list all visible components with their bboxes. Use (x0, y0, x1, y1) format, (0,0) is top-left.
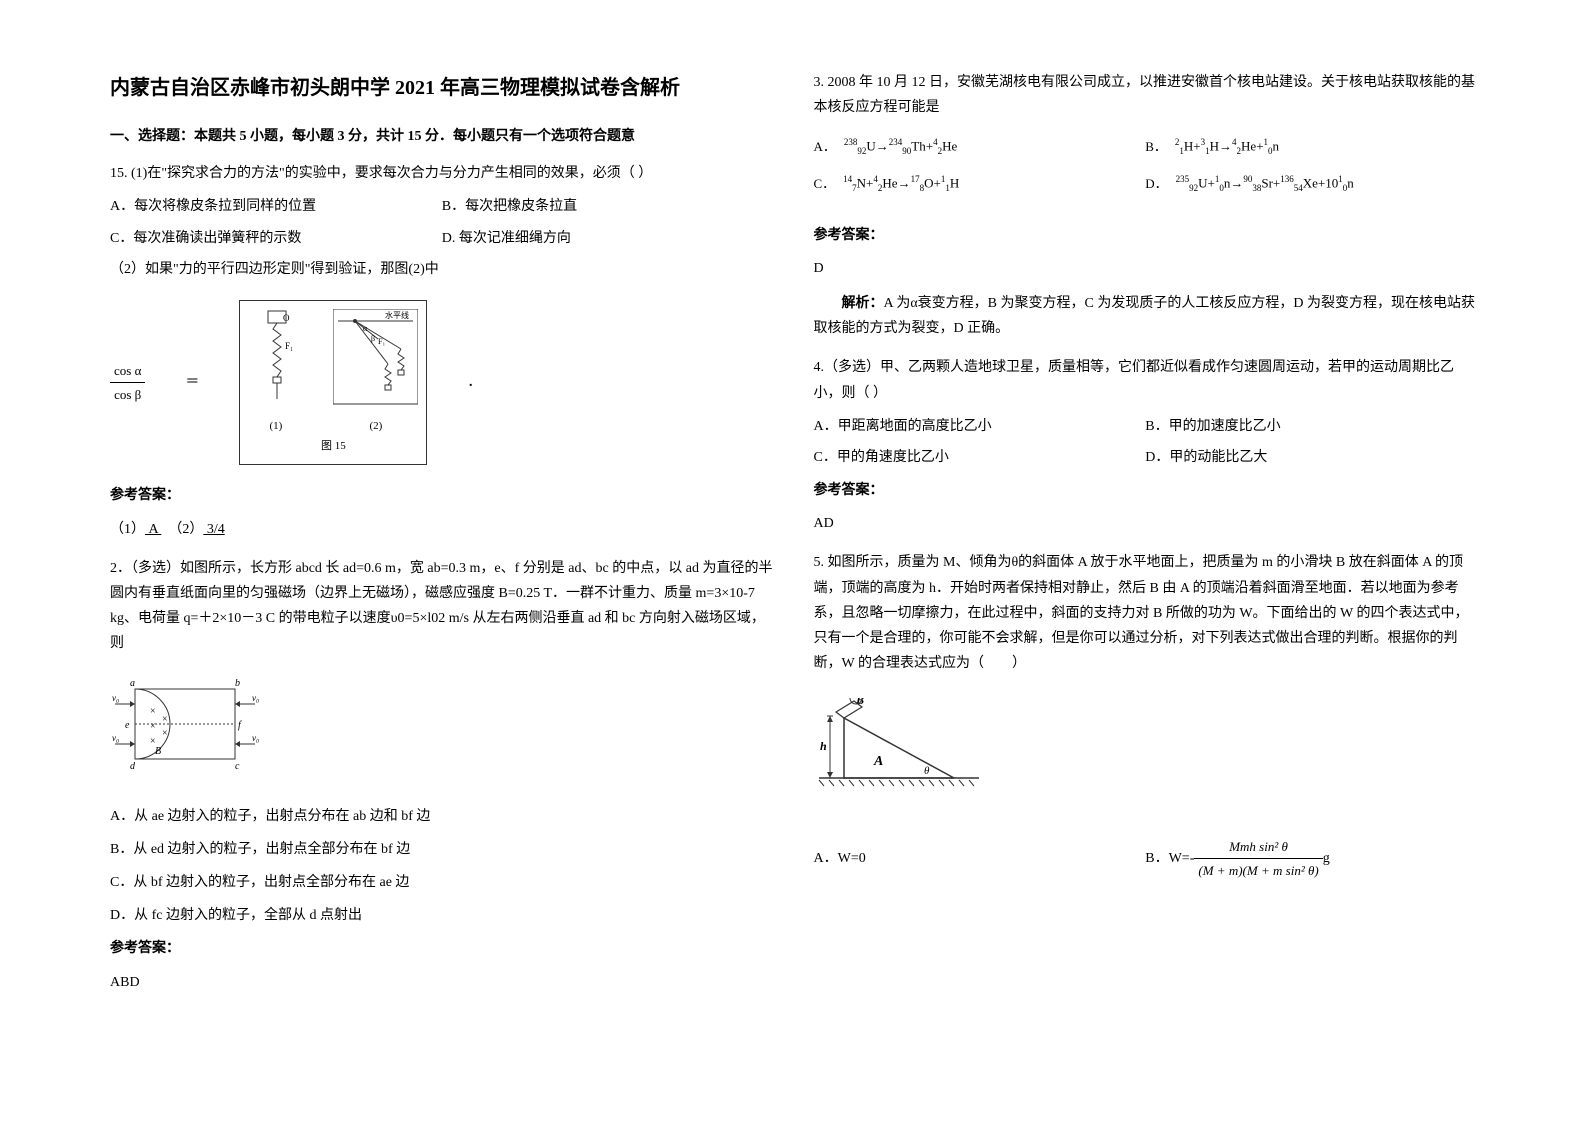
svg-text:A: A (873, 754, 883, 769)
q4-stem: 4.（多选）甲、乙两颗人造地球卫星，质量相等，它们都近似看成作匀速圆周运动，若甲… (814, 355, 1478, 405)
figure-15-box: O F₁ (1) 水平线 (239, 300, 427, 465)
svg-text:c: c (235, 761, 240, 772)
spring-1-icon: O F₁ (248, 309, 303, 409)
q3-answer-label: 参考答案： (814, 223, 1478, 248)
q2-stem: 2．（多选）如图所示，长方形 abcd 长 ad=0.6 m，宽 ab=0.3 … (110, 556, 774, 657)
document-title: 内蒙古自治区赤峰市初头朗中学 2021 年高三物理模拟试卷含解析 (110, 70, 774, 106)
q3-opt-b: B． 21H+31H→42He+10n (1145, 134, 1477, 159)
svg-text:f: f (238, 720, 242, 731)
q15-answer-label: 参考答案： (110, 483, 774, 508)
section-1-header: 一、选择题：本题共 5 小题，每小题 3 分，共计 15 分．每小题只有一个选项… (110, 124, 774, 149)
svg-text:F₁: F₁ (285, 341, 293, 351)
left-column: 内蒙古自治区赤峰市初头朗中学 2021 年高三物理模拟试卷含解析 一、选择题：本… (90, 70, 794, 1052)
q4-opt-d: D．甲的动能比乙大 (1145, 445, 1477, 470)
q3-opt-a: A． 23892U→23490Th+42He (814, 134, 1146, 159)
q5-opt-b: B．W=- Mmh sin² θ (M + m)(M + m sin² θ) g (1145, 835, 1477, 883)
q3-answer: D (814, 256, 1478, 281)
q5-figure-icon: h A B θ (814, 698, 984, 793)
svg-text:θ: θ (924, 765, 930, 777)
q3-formula-a: 23892U→23490Th+42He (844, 134, 957, 159)
figure-15-inner: O F₁ (1) 水平线 (248, 309, 418, 437)
figure-15-sub2: 水平线 α β F₁ (2 (333, 309, 418, 437)
svg-text:h: h (820, 739, 827, 753)
svg-text:v₀: v₀ (252, 693, 259, 703)
figure-15-caption: 图 15 (248, 437, 418, 457)
q3-analysis: 解析：A 为α衰变方程，B 为聚变方程，C 为发现质子的人工核反应方程，D 为裂… (814, 291, 1478, 341)
q15-row-ab: A．每次将橡皮条拉到同样的位置 B．每次把橡皮条拉直 (110, 194, 774, 219)
q3-options: A． 23892U→23490Th+42He B． 21H+31H→42He+1… (814, 134, 1478, 208)
q2-opt-c: C．从 bf 边射入的粒子，出射点全部分布在 ae 边 (110, 870, 774, 895)
q5-stem: 5. 如图所示，质量为 M、倾角为θ的斜面体 A 放于水平地面上，把质量为 m … (814, 550, 1478, 676)
q2-answer-label: 参考答案： (110, 936, 774, 961)
svg-text:×: × (150, 721, 156, 732)
q4-opt-b: B．甲的加速度比乙小 (1145, 414, 1477, 439)
q4-opt-a: A．甲距离地面的高度比乙小 (814, 414, 1146, 439)
svg-text:×: × (162, 728, 168, 739)
q15-opt-b: B．每次把橡皮条拉直 (442, 194, 774, 219)
svg-text:v₀: v₀ (252, 733, 259, 743)
q4-answer: AD (814, 511, 1478, 536)
question-5: 5. 如图所示，质量为 M、倾角为θ的斜面体 A 放于水平地面上，把质量为 m … (814, 550, 1478, 882)
svg-text:×: × (150, 706, 156, 717)
q3-formula-d: 23592U+10n→9038Sr+13654Xe+1010n (1176, 171, 1354, 196)
q2-figure-icon: a b c d e f × × × × × B v₀ v₀ v₀ v₀ (110, 674, 270, 784)
q15-eq-sign: ＝ (185, 370, 199, 395)
q3-analysis-label: 解析： (842, 296, 884, 311)
q3-opt-d: D． 23592U+10n→9038Sr+13654Xe+1010n (1145, 171, 1477, 196)
svg-text:×: × (162, 714, 168, 725)
q2-opt-a: A．从 ae 边射入的粒子，出射点分布在 ab 边和 bf 边 (110, 804, 774, 829)
q3-formula-c: 147N+42He→178O+11H (843, 171, 959, 196)
q15-stem-1: 15. (1)在"探究求合力的方法"的实验中，要求每次合力与分力产生相同的效果，… (110, 161, 774, 186)
q15-fraction: cos α cos β (110, 359, 145, 407)
svg-text:F₁: F₁ (378, 337, 385, 346)
q2-answer: ABD (110, 970, 774, 995)
q15-opt-c: C．每次准确读出弹簧秤的示数 (110, 226, 442, 251)
question-4: 4.（多选）甲、乙两颗人造地球卫星，质量相等，它们都近似看成作匀速圆周运动，若甲… (814, 355, 1478, 536)
q15-row-cd: C．每次准确读出弹簧秤的示数 D. 每次记准细绳方向 (110, 226, 774, 251)
svg-text:d: d (130, 761, 136, 772)
q15-opt-a: A．每次将橡皮条拉到同样的位置 (110, 194, 442, 219)
q5-opt-a: A．W=0 (814, 846, 1146, 871)
spring-2-icon: 水平线 α β F₁ (333, 309, 418, 409)
svg-text:O: O (283, 313, 290, 323)
period: ． (467, 370, 481, 395)
svg-text:v₀: v₀ (112, 693, 119, 703)
q2-opt-d: D．从 fc 边射入的粒子，全部从 d 点射出 (110, 903, 774, 928)
q15-opt-d: D. 每次记准细绳方向 (442, 226, 774, 251)
q3-formula-b: 21H+31H→42He+10n (1175, 134, 1279, 159)
question-15: 15. (1)在"探究求合力的方法"的实验中，要求每次合力与分力产生相同的效果，… (110, 161, 774, 542)
q3-opt-c: C． 147N+42He→178O+11H (814, 171, 1146, 196)
q15-stem-2: （2）如果"力的平行四边形定则"得到验证，那图(2)中 (110, 257, 774, 282)
svg-text:β: β (371, 334, 375, 343)
svg-text:e: e (125, 720, 130, 731)
svg-text:B: B (155, 746, 161, 757)
question-3: 3. 2008 年 10 月 12 日，安徽芜湖核电有限公司成立，以推进安徽首个… (814, 70, 1478, 341)
q2-opt-b: B．从 ed 边射入的粒子，出射点全部分布在 bf 边 (110, 837, 774, 862)
q4-row-ab: A．甲距离地面的高度比乙小 B．甲的加速度比乙小 (814, 414, 1478, 439)
q15-answer: （1） A （2） 3/4 (110, 517, 774, 542)
q4-row-cd: C．甲的角速度比乙小 D．甲的动能比乙大 (814, 445, 1478, 470)
svg-text:a: a (130, 678, 135, 689)
q4-answer-label: 参考答案： (814, 478, 1478, 503)
q3-stem: 3. 2008 年 10 月 12 日，安徽芜湖核电有限公司成立，以推进安徽首个… (814, 70, 1478, 120)
q5-row-ab: A．W=0 B．W=- Mmh sin² θ (M + m)(M + m sin… (814, 835, 1478, 883)
q15-figure-row: cos α cos β ＝ O F₁ (1) (110, 290, 774, 475)
svg-text:v₀: v₀ (112, 733, 119, 743)
right-column: 3. 2008 年 10 月 12 日，安徽芜湖核电有限公司成立，以推进安徽首个… (794, 70, 1498, 1052)
q4-opt-c: C．甲的角速度比乙小 (814, 445, 1146, 470)
figure-15-sub1: O F₁ (1) (248, 309, 303, 437)
question-2: 2．（多选）如图所示，长方形 abcd 长 ad=0.6 m，宽 ab=0.3 … (110, 556, 774, 995)
svg-text:水平线: 水平线 (385, 310, 409, 320)
q5-opt-b-frac: Mmh sin² θ (M + m)(M + m sin² θ) (1194, 835, 1322, 883)
svg-text:b: b (235, 678, 240, 689)
